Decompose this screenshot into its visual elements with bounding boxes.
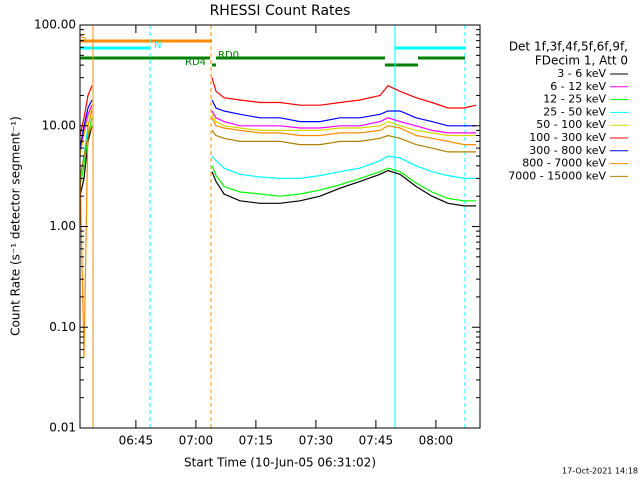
x-tick-label: 07:30	[299, 434, 334, 448]
legend-label: 3 - 6 keV	[557, 67, 606, 80]
x-tick-label: 07:45	[359, 434, 394, 448]
series-line	[79, 125, 476, 207]
series-line	[79, 125, 476, 179]
series-line	[79, 117, 476, 202]
legend-label: 12 - 25 keV	[543, 93, 606, 106]
flag-label: S	[80, 33, 86, 44]
y-tick-label: 1.00	[49, 219, 76, 233]
footer: 17-Oct-2021 14:18	[562, 467, 638, 476]
x-tick-label: 06:45	[119, 434, 154, 448]
series-line	[79, 99, 476, 149]
flag-label: RD0	[218, 50, 239, 61]
y-tick-label: 100.00	[34, 18, 76, 32]
legend-title: Det 1f,3f,4f,5f,6f,9f,	[509, 40, 628, 54]
x-tick-label: 08:00	[419, 434, 454, 448]
chart-title: RHESSI Count Rates	[210, 3, 351, 19]
legend-title: FDecim 1, Att 0	[535, 54, 628, 68]
legend-label: 800 - 7000 keV	[522, 157, 606, 170]
series-line	[79, 110, 476, 358]
y-tick-label: 0.01	[49, 421, 76, 435]
x-tick-label: 07:00	[179, 434, 214, 448]
flag-label: N	[154, 40, 161, 51]
legend-label: 6 - 12 keV	[550, 80, 606, 93]
legend-label: 100 - 300 keV	[529, 131, 606, 144]
flag-label: RD4	[185, 57, 206, 68]
y-tick-label: 0.10	[49, 320, 76, 334]
legend-label: 25 - 50 keV	[543, 105, 606, 118]
x-axis-label: Start Time (10-Jun-05 06:31:02)	[184, 456, 376, 470]
legend-label: 7000 - 15000 keV	[508, 169, 606, 182]
series-line	[79, 107, 476, 157]
y-axis-label: Count Rate (s⁻¹ detector segment⁻¹)	[9, 116, 23, 336]
series-line	[79, 77, 477, 136]
legend-label: 300 - 800 keV	[529, 144, 606, 157]
legend-label: 50 - 100 keV	[536, 118, 606, 131]
y-tick-label: 10.00	[42, 118, 76, 132]
plot-frame	[79, 24, 481, 429]
x-tick-label: 07:15	[239, 434, 274, 448]
